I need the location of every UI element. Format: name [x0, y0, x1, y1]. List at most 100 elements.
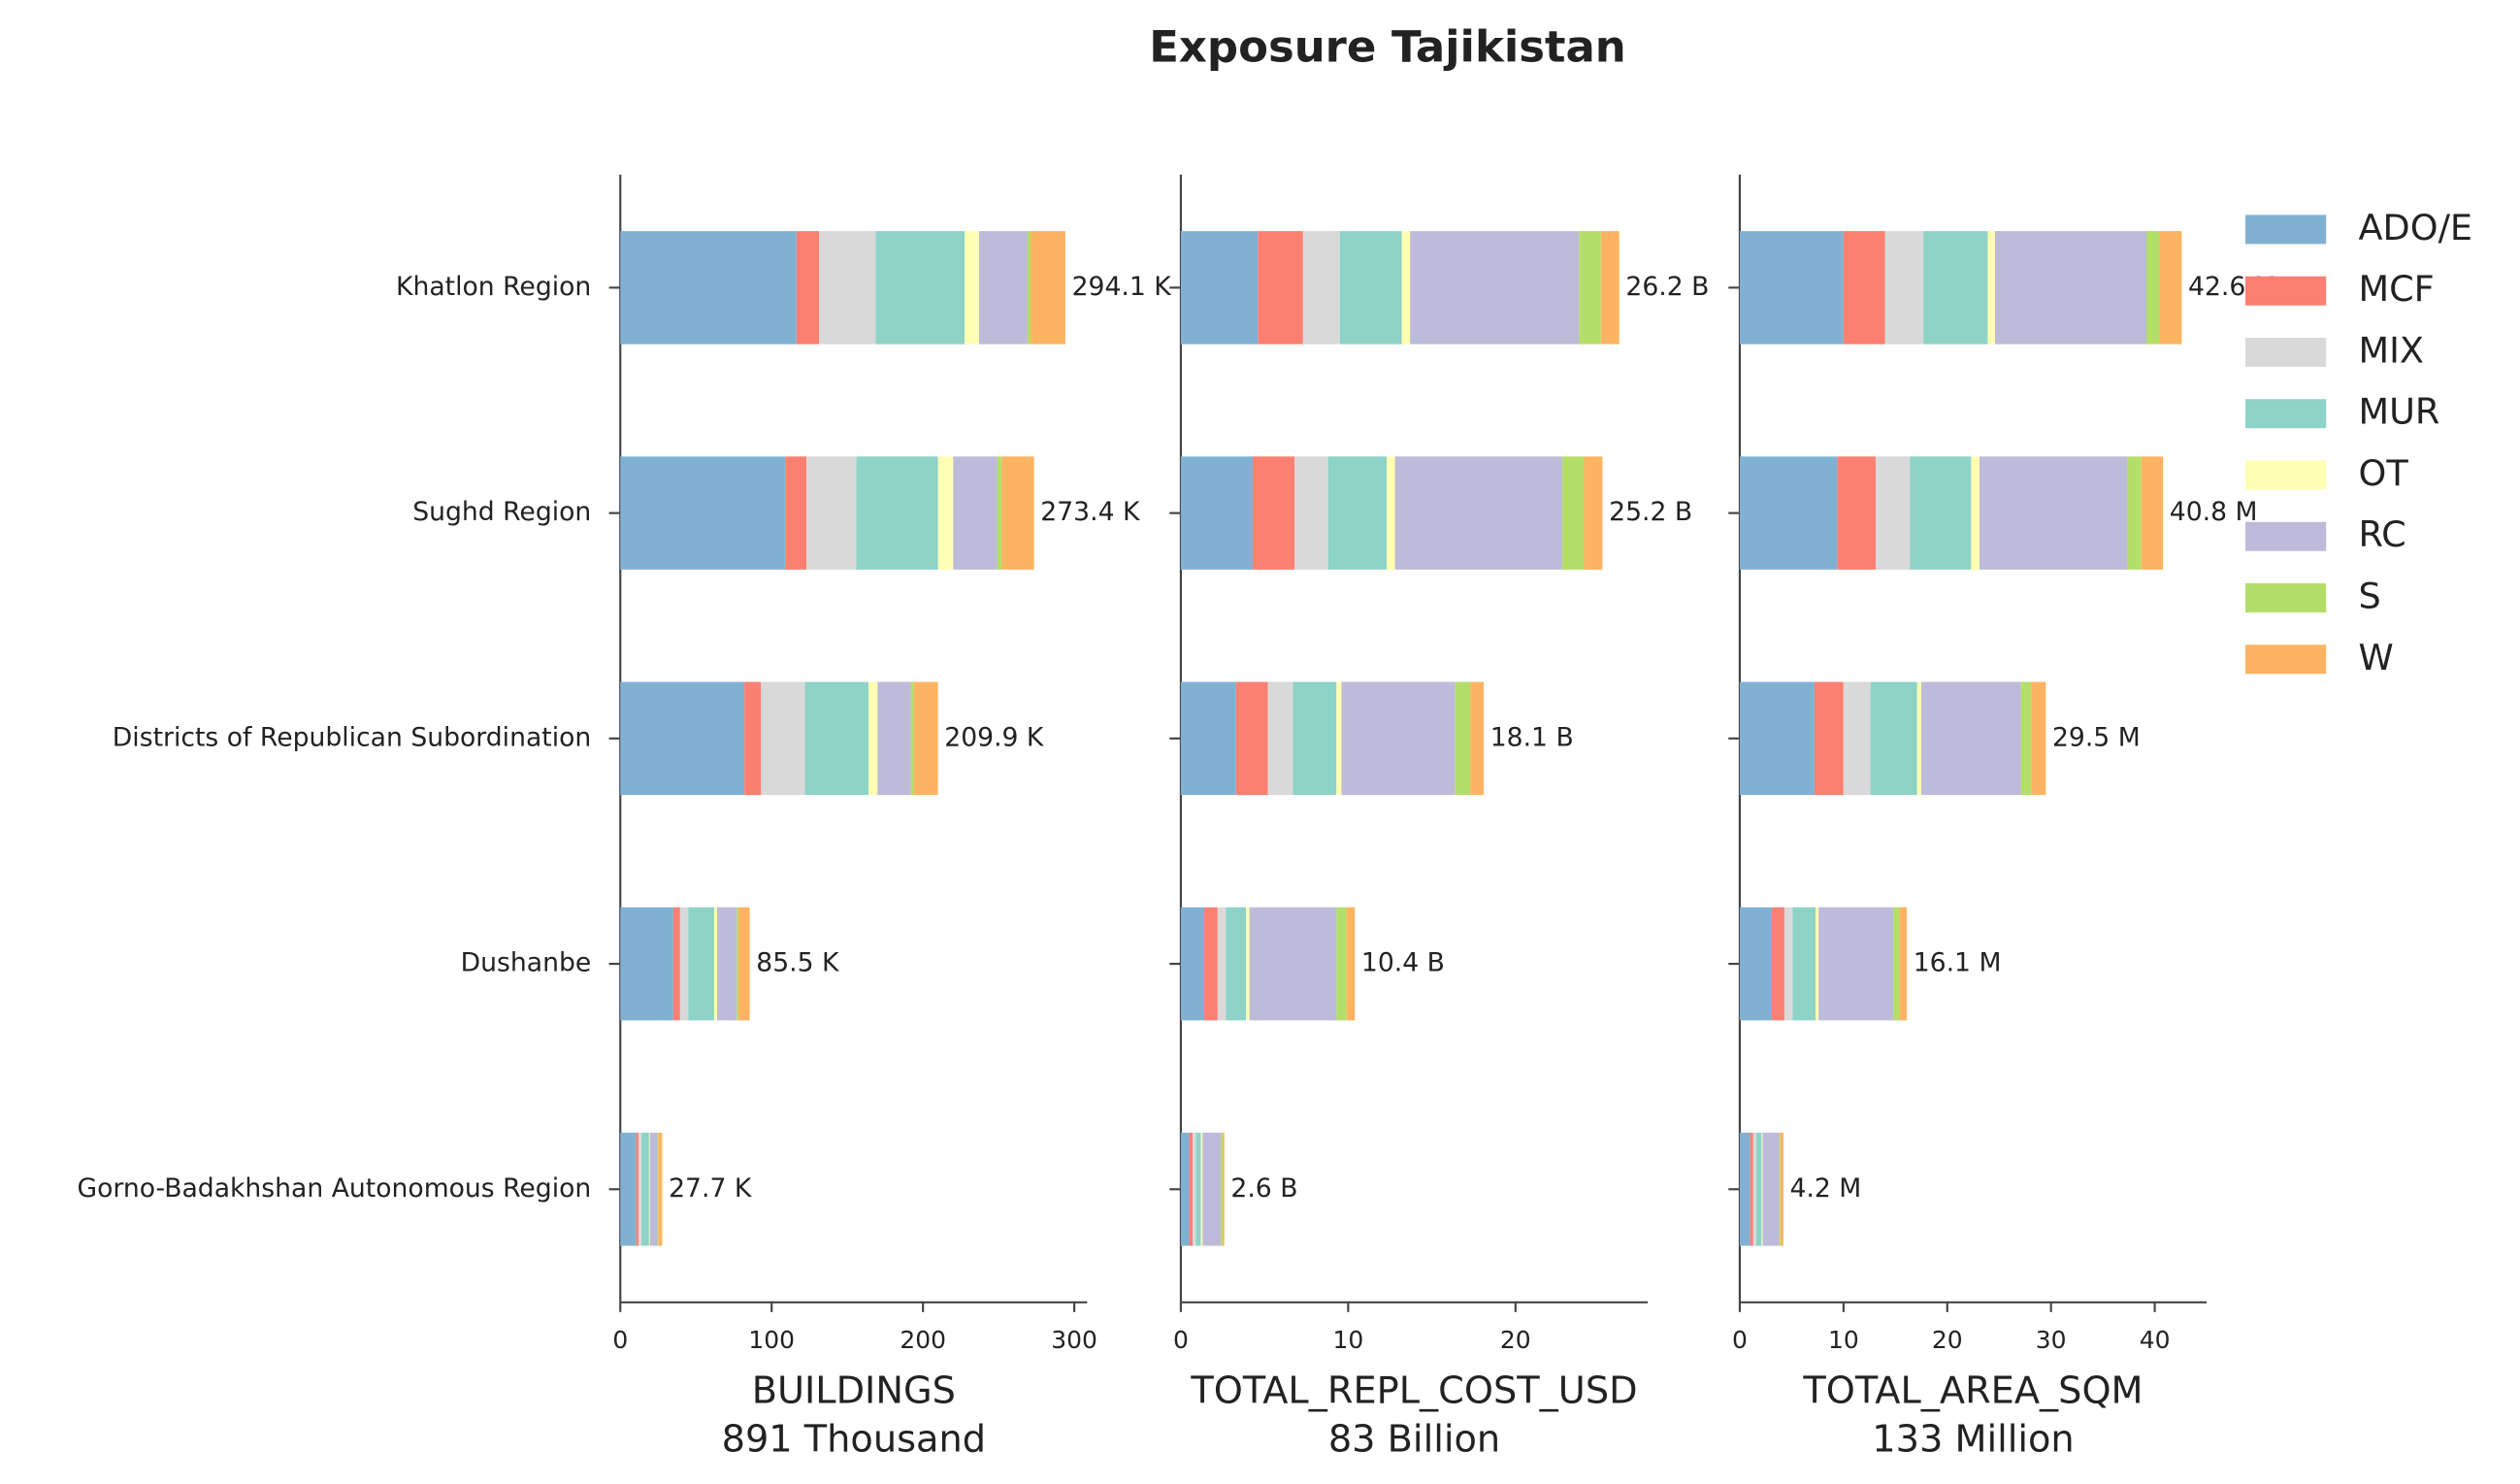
legend-swatch [2244, 583, 2327, 612]
x-tick-label: 20 [1932, 1326, 1963, 1354]
bar-segment [1346, 907, 1356, 1021]
bar-segment [804, 681, 869, 796]
bar-segment [875, 231, 965, 345]
bar-segment [1971, 456, 1980, 570]
bar-segment [1294, 456, 1328, 570]
bar-segment [910, 681, 914, 796]
bar-segment [620, 1133, 637, 1246]
bar-segment [1579, 231, 1601, 345]
bar-segment [1739, 681, 1815, 796]
bar-segment [1410, 231, 1580, 345]
bar-segment [1875, 456, 1911, 570]
bar-segment [641, 1133, 649, 1246]
bar-segment [1818, 907, 1894, 1021]
bar-segment [953, 456, 998, 570]
legend-swatch [2244, 276, 2327, 306]
bar-segment [1814, 681, 1844, 796]
x-axis-label: BUILDINGS [752, 1369, 956, 1413]
bar-segment [1884, 231, 1924, 345]
y-tick-label: Districts of Republican Subordination [113, 722, 591, 752]
bar-segment [1180, 231, 1259, 345]
bar-segment [877, 681, 911, 796]
x-tick-label: 20 [1500, 1326, 1531, 1354]
x-tick-label: 0 [1173, 1326, 1189, 1354]
y-tick-label: Sughd Region [412, 497, 591, 527]
bar-segment [1893, 907, 1900, 1021]
bar-segment [1180, 1133, 1190, 1246]
bar-segment [1336, 907, 1347, 1021]
bar-segment [997, 456, 1002, 570]
bar-segment [1779, 1133, 1781, 1246]
bar-segment [806, 456, 857, 570]
total-label: 40.8 M [2170, 497, 2258, 527]
bar-segment [1455, 681, 1471, 796]
bar-segment [1780, 1133, 1784, 1246]
x-tick-label: 300 [1051, 1326, 1097, 1354]
bar-segment [1921, 681, 2021, 796]
bar-segment [1189, 1133, 1193, 1246]
legend-swatch [2244, 644, 2327, 675]
bar-segment [620, 681, 745, 796]
legend-label: MUR [2359, 391, 2440, 433]
bar-segment [1293, 681, 1337, 796]
total-label: 2.6 B [1230, 1173, 1297, 1204]
bar-segment [1394, 456, 1563, 570]
x-tick-label: 10 [1332, 1326, 1363, 1354]
x-axis-label: TOTAL_AREA_SQM [1802, 1369, 2143, 1413]
bar-segment [1249, 907, 1337, 1021]
total-label: 25.2 B [1609, 497, 1692, 527]
bar-segment [1987, 231, 1995, 345]
bar-segment [1202, 1133, 1222, 1246]
x-axis-label: TOTAL_REPL_COST_USD [1190, 1369, 1637, 1413]
bar-segment [649, 1133, 658, 1246]
bar-segment [672, 907, 680, 1021]
bar-segment [761, 681, 805, 796]
legend-label: MCF [2359, 268, 2435, 310]
bar-segment [1180, 456, 1254, 570]
bar-segment [965, 231, 980, 345]
bar-segment [785, 456, 807, 570]
bar-segment [1470, 681, 1485, 796]
total-label: 29.5 M [2052, 722, 2141, 752]
legend-label: RC [2359, 513, 2406, 555]
bar-segment [658, 1133, 663, 1246]
bar-segment [1870, 681, 1917, 796]
legend-label: OT [2359, 452, 2409, 494]
bar-segment [1253, 456, 1295, 570]
bar-segment [1750, 1133, 1753, 1246]
total-label: 209.9 K [944, 722, 1045, 752]
bar-segment [2020, 681, 2032, 796]
bar-segment [1739, 456, 1838, 570]
bar-segment [717, 907, 737, 1021]
bar-segment [1401, 231, 1411, 345]
bar-segment [1994, 231, 2147, 345]
bar-segment [1761, 1133, 1763, 1246]
bar-segment [679, 907, 689, 1021]
bar-segment [1302, 231, 1340, 345]
bar-segment [1387, 456, 1395, 570]
bar-segment [1815, 907, 1819, 1021]
total-label: 273.4 K [1040, 497, 1141, 527]
bar-segment [1910, 456, 1972, 570]
bar-segment [1600, 231, 1620, 345]
bar-segment [1336, 681, 1342, 796]
bar-segment [1899, 907, 1908, 1021]
bar-segment [1221, 1133, 1224, 1246]
bar-segment [1200, 1133, 1203, 1246]
bar-segment [648, 1133, 650, 1246]
bar-segment [1979, 456, 2128, 570]
bar-segment [1204, 907, 1218, 1021]
bar-segment [1246, 907, 1250, 1021]
bar-segment [620, 456, 786, 570]
bar-segment [1001, 456, 1034, 570]
bar-segment [657, 1133, 659, 1246]
legend-label: S [2359, 576, 2381, 617]
y-tick-label: Khatlon Region [396, 272, 591, 302]
bar-segment [868, 681, 878, 796]
y-tick-label: Dushanbe [461, 948, 592, 978]
legend-label: W [2359, 637, 2394, 678]
bar-segment [1739, 231, 1844, 345]
bar-segment [1192, 1133, 1196, 1246]
bar-segment [1235, 681, 1268, 796]
